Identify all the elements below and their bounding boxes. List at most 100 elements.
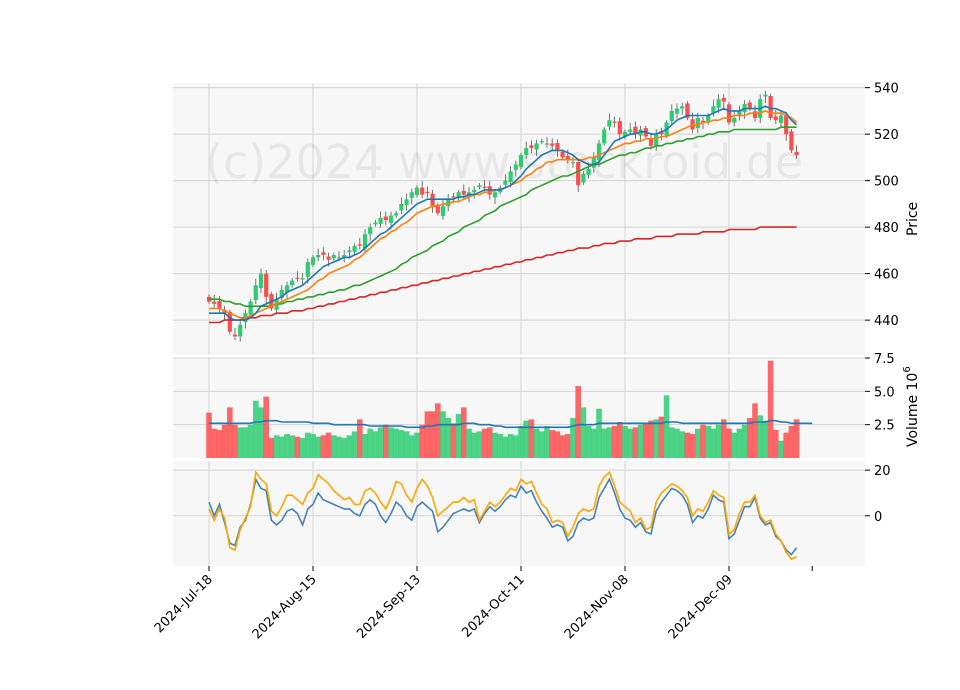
volume-bar [726,428,732,458]
volume-bar [237,427,243,458]
volume-bar [658,416,665,458]
candle-body [388,215,394,223]
candle-body [700,120,706,123]
volume-bar [788,426,795,458]
volume-bar [279,436,285,458]
volume-bar [518,426,524,458]
volume-bar [294,436,301,458]
volume-bar [622,426,628,458]
candle-body [550,143,555,146]
candle-body [414,187,420,196]
indicator-panel [173,461,865,566]
price-tick-label: 460 [874,268,899,283]
candle-body [300,278,305,280]
volume-bar [398,430,405,458]
candle-body [279,289,284,298]
indicator-tick-label: 20 [874,464,891,479]
volume-bar [403,431,410,458]
volume-bar [383,424,389,458]
candle-body [716,99,721,108]
volume-bar [393,428,399,458]
candle-body [518,155,524,168]
candle-body [290,280,295,286]
candle-body [451,196,456,198]
volume-tick-label: 5.0 [874,385,895,400]
volume-bar [206,412,212,458]
volume-bar [679,431,685,458]
volume-bar [429,411,436,458]
candle-body [622,131,628,137]
candle-body [752,111,758,118]
volume-bar [268,438,275,458]
volume-bar [471,432,477,458]
grid-lines [173,83,865,566]
candle-body [695,117,700,129]
candle-body [326,256,331,260]
candle-body [425,191,430,193]
volume-bar [424,411,431,458]
candle-body [373,222,378,225]
volume-bar [440,411,446,458]
candle-body [212,301,217,304]
volume-bar [476,431,483,458]
volume-bar [507,434,514,458]
candle-body [513,164,518,170]
candle-body [659,131,664,135]
candle-body [706,115,711,123]
x-tick-label: 2024-Jul-18 [152,572,216,636]
volume-bar [357,419,363,458]
volume-bar [778,440,784,458]
volume-bar [346,435,353,458]
candle-body [342,255,347,258]
candle-body [508,171,513,183]
candle-body [482,186,487,188]
candle-body [747,102,752,109]
candle-body [399,203,404,211]
volume-bar [528,419,535,458]
candle-body [560,151,565,158]
x-tick-label: 2024-Sep-13 [354,572,424,642]
volume-bar [648,420,654,458]
candle-body [607,120,612,127]
volume-bar [617,422,623,458]
candle-body [446,199,451,207]
candle-body [409,192,414,198]
volume-bar [627,428,633,458]
candle-body [362,234,368,249]
candle-body [352,245,357,252]
candle-body [612,121,617,123]
candle-body [784,115,789,135]
volume-bars [206,360,813,458]
candle-body [794,151,799,156]
volume-bar [637,424,644,458]
volume-bar [372,431,379,458]
candle-body [726,104,732,123]
x-tick-label: 2024-Dec-09 [666,572,736,642]
volume-bar [632,427,639,458]
volume-bar [419,424,425,458]
ma-long-line [209,226,797,324]
volume-bar [445,418,451,458]
candle-body [773,116,778,121]
volume-bar [362,434,368,458]
volume-bar [253,400,259,458]
candle-body [648,139,654,146]
candle-body [503,180,508,185]
x-tick-label: 2024-Oct-11 [459,572,527,640]
candle-body [669,110,674,122]
volume-bar [258,407,264,458]
candle-body [305,262,310,277]
candle-body [534,143,539,150]
volume-bar [523,420,529,458]
candle-body [654,134,659,146]
volume-bar [752,403,758,458]
candle-body [227,311,232,332]
candle-body [232,334,238,337]
candle-body [617,121,622,135]
volume-bar [299,438,306,458]
volume-bar [570,418,576,458]
volume-bar [715,424,722,458]
volume-bar [736,428,743,458]
candle-body [331,255,336,259]
